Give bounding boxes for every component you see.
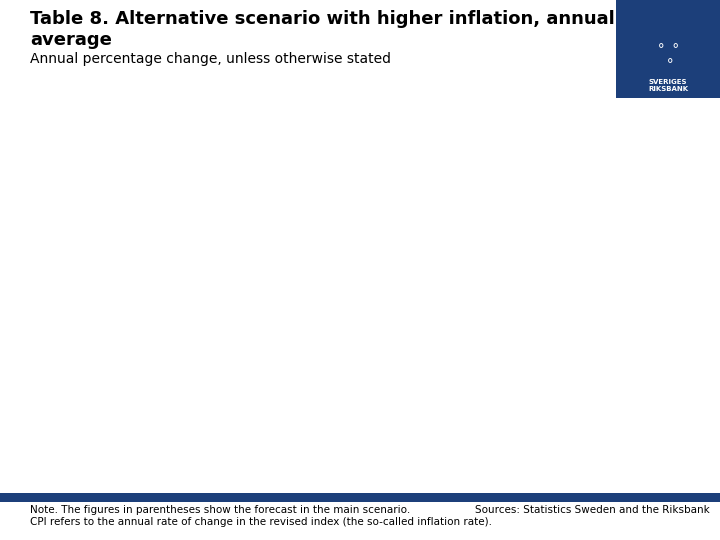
Bar (616, 0, 720, 98)
Text: average: average (30, 31, 112, 49)
Text: Table 8. Alternative scenario with higher inflation, annual: Table 8. Alternative scenario with highe… (30, 10, 615, 28)
Bar (0, 493, 720, 502)
Text: Annual percentage change, unless otherwise stated: Annual percentage change, unless otherwi… (30, 52, 391, 66)
Text: SVERIGES
RIKSBANK: SVERIGES RIKSBANK (648, 79, 688, 92)
Text: Note. The figures in parentheses show the forecast in the main scenario.
CPI ref: Note. The figures in parentheses show th… (30, 505, 492, 526)
Text: ⚬ ⚬
 ⚬: ⚬ ⚬ ⚬ (655, 40, 680, 68)
Text: Sources: Statistics Sweden and the Riksbank: Sources: Statistics Sweden and the Riksb… (475, 505, 710, 515)
